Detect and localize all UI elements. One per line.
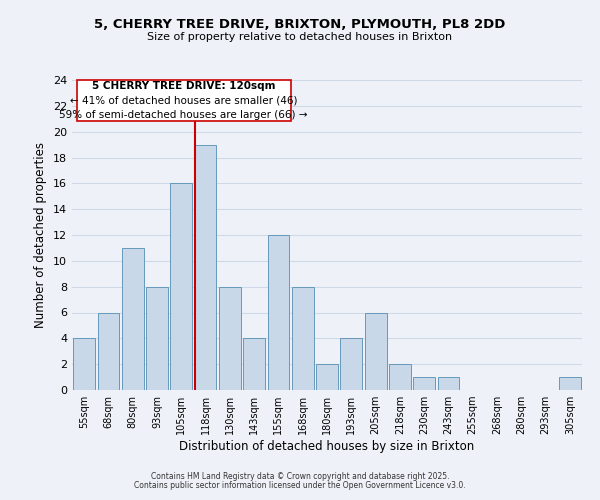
- Bar: [413, 377, 435, 390]
- Text: 59% of semi-detached houses are larger (66) →: 59% of semi-detached houses are larger (…: [59, 110, 308, 120]
- Bar: [194, 144, 217, 390]
- Text: 5 CHERRY TREE DRIVE: 120sqm: 5 CHERRY TREE DRIVE: 120sqm: [92, 82, 275, 92]
- Text: ← 41% of detached houses are smaller (46): ← 41% of detached houses are smaller (46…: [70, 96, 298, 106]
- Bar: [243, 338, 265, 390]
- Bar: [97, 312, 119, 390]
- Y-axis label: Number of detached properties: Number of detached properties: [34, 142, 47, 328]
- Bar: [316, 364, 338, 390]
- FancyBboxPatch shape: [77, 80, 290, 122]
- Bar: [340, 338, 362, 390]
- Bar: [365, 312, 386, 390]
- Text: Contains public sector information licensed under the Open Government Licence v3: Contains public sector information licen…: [134, 481, 466, 490]
- Text: 5, CHERRY TREE DRIVE, BRIXTON, PLYMOUTH, PL8 2DD: 5, CHERRY TREE DRIVE, BRIXTON, PLYMOUTH,…: [94, 18, 506, 30]
- Bar: [389, 364, 411, 390]
- Bar: [219, 286, 241, 390]
- X-axis label: Distribution of detached houses by size in Brixton: Distribution of detached houses by size …: [179, 440, 475, 453]
- Bar: [170, 184, 192, 390]
- Bar: [437, 377, 460, 390]
- Bar: [73, 338, 95, 390]
- Bar: [146, 286, 168, 390]
- Bar: [292, 286, 314, 390]
- Bar: [559, 377, 581, 390]
- Text: Contains HM Land Registry data © Crown copyright and database right 2025.: Contains HM Land Registry data © Crown c…: [151, 472, 449, 481]
- Bar: [268, 235, 289, 390]
- Bar: [122, 248, 143, 390]
- Text: Size of property relative to detached houses in Brixton: Size of property relative to detached ho…: [148, 32, 452, 42]
